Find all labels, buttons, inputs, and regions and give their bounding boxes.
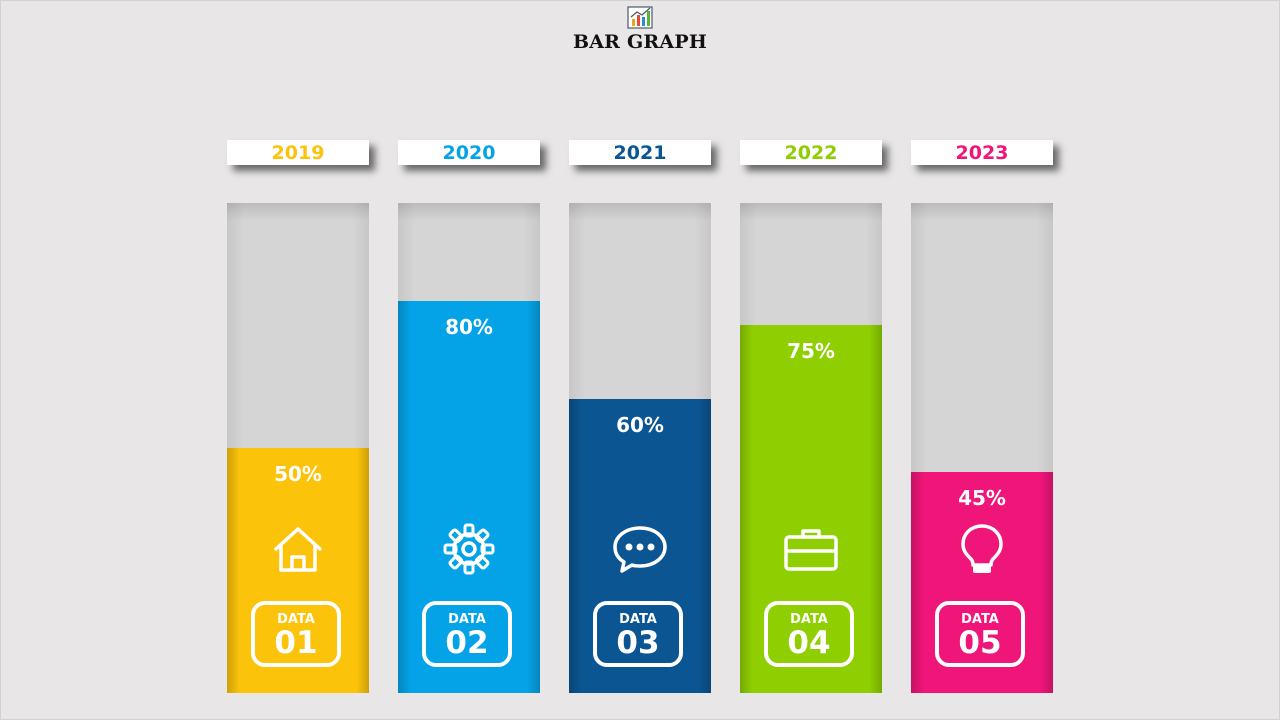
bar-fill-2020 bbox=[398, 301, 540, 693]
value-label-2019: 50% bbox=[274, 462, 322, 486]
bar-track-2021: 60% DATA 03 bbox=[569, 203, 711, 693]
year-label-2020: 2020 bbox=[398, 140, 540, 165]
data-badge-02: DATA 02 bbox=[422, 601, 512, 667]
data-badge-05: DATA 05 bbox=[935, 601, 1025, 667]
bar-track-2022: 75% DATA 04 bbox=[740, 203, 882, 693]
badge-label: DATA bbox=[448, 612, 486, 627]
home-icon bbox=[274, 527, 322, 572]
value-label-2022: 75% bbox=[787, 339, 835, 363]
badge-label: DATA bbox=[961, 612, 999, 627]
chart-icon bbox=[627, 6, 653, 29]
value-label-2023: 45% bbox=[958, 486, 1006, 510]
badge-label: DATA bbox=[619, 612, 657, 627]
value-label-2020: 80% bbox=[445, 315, 493, 339]
badge-number: 01 bbox=[274, 625, 318, 661]
data-badge-04: DATA 04 bbox=[764, 601, 854, 667]
badge-number: 05 bbox=[958, 625, 1002, 661]
data-badge-03: DATA 03 bbox=[593, 601, 683, 667]
year-label-2021: 2021 bbox=[569, 140, 711, 165]
bar-fill-2022 bbox=[740, 325, 882, 693]
year-label-2023: 2023 bbox=[911, 140, 1053, 165]
briefcase-icon bbox=[784, 529, 838, 571]
data-badge-01: DATA 01 bbox=[251, 601, 341, 667]
badge-number: 03 bbox=[616, 625, 660, 661]
value-label-2021: 60% bbox=[616, 413, 664, 437]
bar-fill-2023 bbox=[911, 472, 1053, 693]
year-label-2019: 2019 bbox=[227, 140, 369, 165]
lightbulb-icon bbox=[961, 524, 1003, 573]
chart-title: BAR GRAPH bbox=[572, 31, 707, 53]
badge-number: 04 bbox=[787, 625, 831, 661]
badge-label: DATA bbox=[790, 612, 828, 627]
badge-label: DATA bbox=[277, 612, 315, 627]
badge-number: 02 bbox=[445, 625, 489, 661]
gear-icon bbox=[443, 523, 495, 575]
bar-track-2023: 45% DATA 05 bbox=[911, 203, 1053, 693]
chat-bubble-icon bbox=[613, 526, 667, 573]
bar-track-2020: 80% DATA 02 bbox=[398, 203, 540, 693]
year-label-2022: 2022 bbox=[740, 140, 882, 165]
bar-track-2019: 50% DATA 01 bbox=[227, 203, 369, 693]
